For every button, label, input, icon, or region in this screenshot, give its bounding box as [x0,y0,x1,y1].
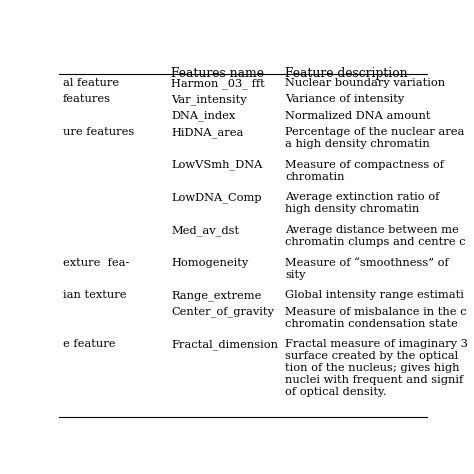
Text: Average extinction ratio of
high density chromatin: Average extinction ratio of high density… [285,192,439,214]
Text: Var_intensity: Var_intensity [171,94,247,105]
Text: Center_of_gravity: Center_of_gravity [171,307,274,318]
Text: LowDNA_Comp: LowDNA_Comp [171,192,262,203]
Text: al feature: al feature [63,78,119,88]
Text: Features name: Features name [171,67,264,80]
Text: Measure of compactness of
chromatin: Measure of compactness of chromatin [285,160,444,182]
Text: exture  fea-: exture fea- [63,258,129,268]
Text: Fractal_dimension: Fractal_dimension [171,339,278,350]
Text: Harmon _03_ fft: Harmon _03_ fft [171,78,265,89]
Text: Variance of intensity: Variance of intensity [285,94,404,104]
Text: Homogeneity: Homogeneity [171,258,248,268]
Text: Feature description: Feature description [285,67,408,80]
Text: Range_extreme: Range_extreme [171,291,262,301]
Text: ure features: ure features [63,127,134,137]
Text: LowVSmh_DNA: LowVSmh_DNA [171,160,263,171]
Text: Fractal measure of imaginary 3
surface created by the optical
tion of the nucleu: Fractal measure of imaginary 3 surface c… [285,339,468,397]
Text: Nuclear boundary variation: Nuclear boundary variation [285,78,445,88]
Text: e feature: e feature [63,339,116,349]
Text: Normalized DNA amount: Normalized DNA amount [285,111,431,121]
Text: Med_av_dst: Med_av_dst [171,225,239,236]
Text: DNA_index: DNA_index [171,111,236,121]
Text: HiDNA_area: HiDNA_area [171,127,244,138]
Text: ian texture: ian texture [63,291,127,301]
Text: Measure of “smoothness” of
sity: Measure of “smoothness” of sity [285,258,449,280]
Text: features: features [63,94,111,104]
Text: Average distance between me
chromatin clumps and centre c: Average distance between me chromatin cl… [285,225,465,247]
Text: Global intensity range estimati: Global intensity range estimati [285,291,464,301]
Text: Measure of misbalance in the c
chromatin condensation state: Measure of misbalance in the c chromatin… [285,307,467,329]
Text: Percentage of the nuclear area
a high density chromatin: Percentage of the nuclear area a high de… [285,127,465,149]
